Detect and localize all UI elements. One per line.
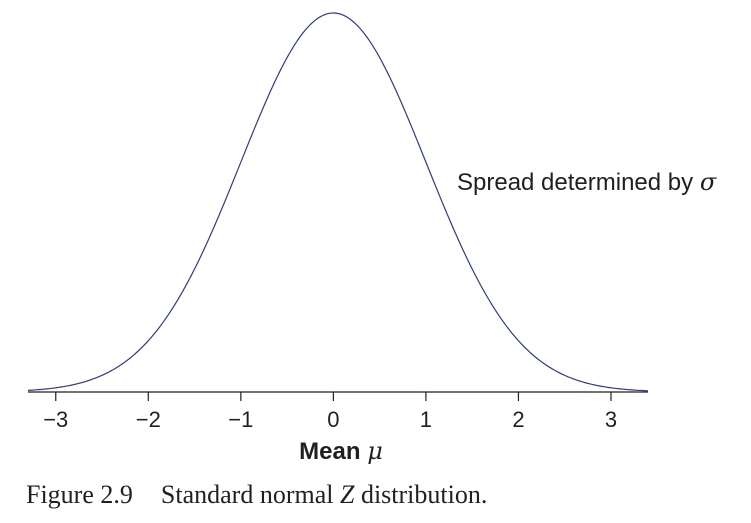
- spread-annotation: Spread determined by σ: [457, 168, 717, 196]
- x-ticks: −3 −2 −1 0 1 2 3: [43, 392, 617, 432]
- normal-distribution-chart: −3 −2 −1 0 1 2 3 Mean μ Spread determined by σ: [27, 12, 717, 465]
- x-tick-label: 0: [327, 407, 339, 432]
- figure-caption: Figure 2.9 Standard normal Z distribution…: [26, 480, 487, 510]
- figure-number: Figure 2.9: [26, 480, 133, 509]
- x-tick-label: −2: [136, 407, 161, 432]
- sigma-symbol: σ: [700, 168, 717, 196]
- x-axis-label-text: Mean: [299, 438, 360, 465]
- mu-symbol: μ: [367, 437, 383, 465]
- caption-text-before: Standard normal: [160, 480, 334, 509]
- x-tick-label: 3: [605, 407, 617, 432]
- x-tick-label: −3: [43, 407, 68, 432]
- x-tick-label: 2: [512, 407, 524, 432]
- spread-annotation-text: Spread determined by: [457, 169, 693, 196]
- caption-variable: Z: [339, 480, 355, 509]
- normal-curve-0: [27, 12, 649, 392]
- x-tick-label: 1: [420, 407, 432, 432]
- curve-layer: [27, 12, 649, 392]
- x-tick-label: −1: [228, 407, 253, 432]
- x-axis-label: Mean μ: [299, 437, 383, 465]
- caption-text-after: distribution.: [360, 480, 488, 509]
